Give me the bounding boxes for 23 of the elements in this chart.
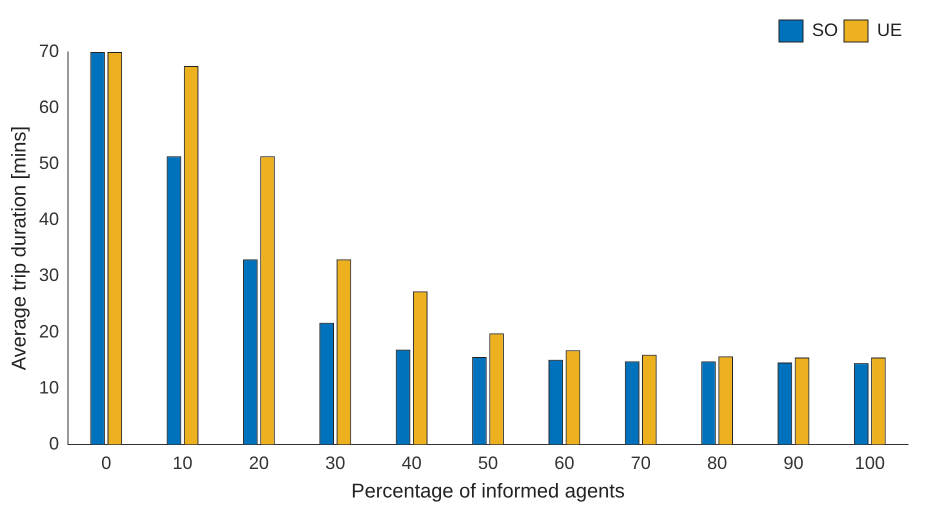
x-tick-label: 100: [854, 453, 885, 474]
y-tick-label: 0: [49, 433, 60, 454]
x-tick-label: 90: [783, 453, 804, 474]
x-tick-label: 50: [478, 453, 498, 474]
x-tick-label: 80: [707, 453, 728, 474]
x-tick-label: 10: [172, 453, 193, 474]
y-tick-label: 20: [38, 321, 60, 342]
x-tick-label: 0: [101, 453, 112, 474]
y-tick-label: 10: [38, 377, 60, 398]
y-tick-label: 60: [38, 97, 60, 118]
y-tick-label: 70: [38, 40, 60, 61]
x-tick-label: 40: [402, 453, 422, 474]
y-axis-title: Average trip duration [mins]: [8, 126, 31, 370]
x-tick-label: 60: [554, 453, 574, 474]
legend-label: UE: [876, 20, 902, 40]
x-axis-title: Percentage of informed agents: [351, 480, 625, 503]
x-tick-label: 70: [630, 453, 651, 474]
x-tick-label: 20: [248, 453, 269, 474]
y-tick-label: 40: [38, 209, 60, 230]
y-tick-label: 30: [38, 265, 60, 286]
x-tick-label: 30: [325, 453, 346, 474]
y-tick-label: 50: [38, 153, 60, 174]
legend-label: SO: [812, 20, 838, 40]
